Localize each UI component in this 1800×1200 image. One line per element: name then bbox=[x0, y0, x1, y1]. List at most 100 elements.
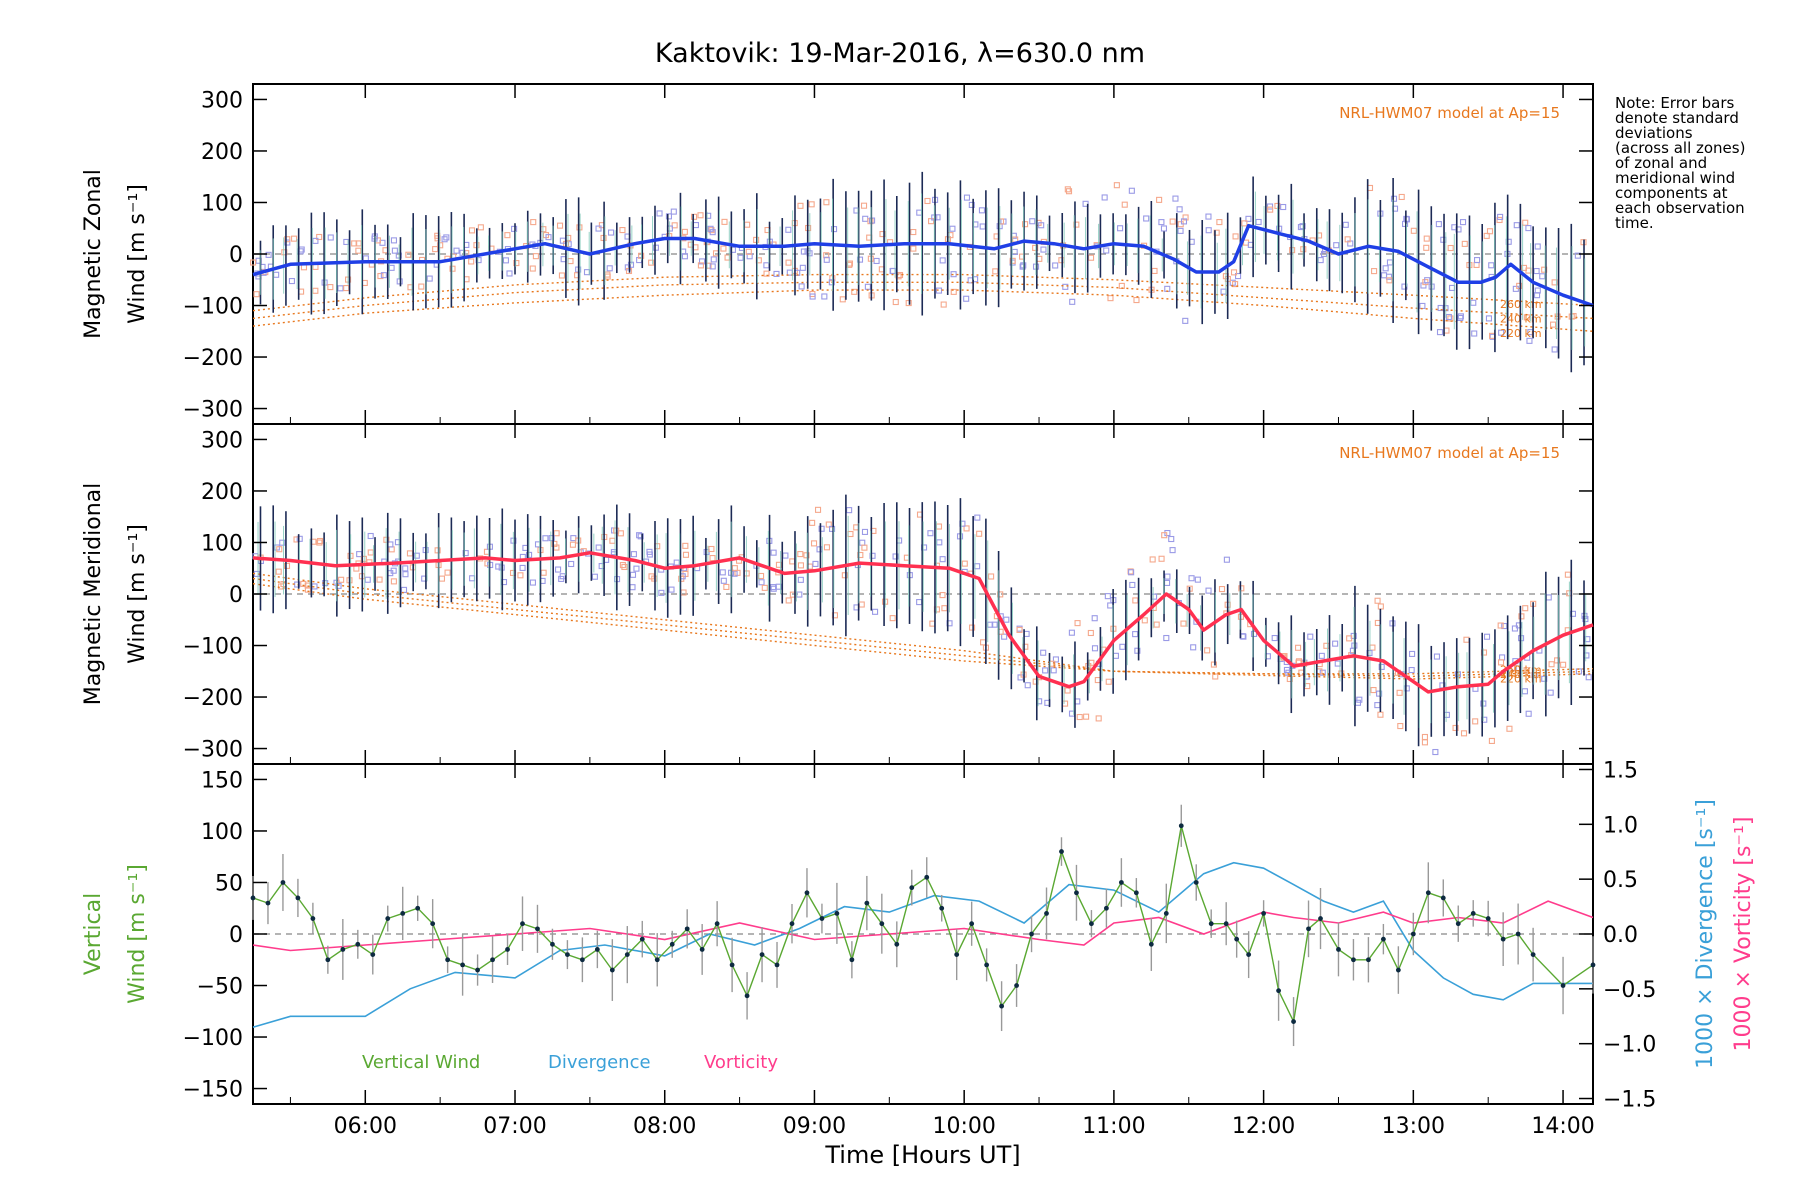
wind-sample-marker bbox=[1245, 215, 1252, 222]
wind-sample-marker bbox=[1396, 689, 1403, 696]
vertical-wind-point bbox=[1500, 936, 1506, 942]
wind-sample-marker bbox=[1205, 213, 1212, 220]
wind-sample-marker bbox=[763, 262, 770, 269]
meridional-ylabel: Magnetic Meridional Wind [m s⁻¹] bbox=[81, 483, 150, 705]
wind-sample-marker bbox=[1516, 282, 1523, 289]
vertical-wind-point bbox=[325, 957, 331, 963]
wind-sample-marker bbox=[1050, 667, 1057, 674]
wind-sample-marker bbox=[916, 599, 923, 606]
wind-sample-marker bbox=[1065, 188, 1073, 195]
wind-sample-marker bbox=[441, 236, 448, 243]
vorticity-line bbox=[252, 900, 1594, 952]
wind-sample-marker bbox=[1483, 633, 1491, 640]
vorticity-ylabel-text: 1000 × Vorticity [s⁻¹] bbox=[1731, 817, 1756, 1052]
wind-sample-marker bbox=[1541, 266, 1548, 273]
wind-sample-marker bbox=[607, 229, 615, 236]
wind-sample-marker bbox=[803, 552, 810, 559]
wind-sample-marker bbox=[670, 208, 677, 215]
wind-sample-marker bbox=[1398, 193, 1405, 201]
x-tick-label: 07:00 bbox=[483, 1114, 546, 1139]
vertical-wind-point bbox=[1395, 967, 1401, 973]
wind-sample-marker bbox=[377, 272, 384, 280]
wind-sample-marker bbox=[737, 254, 744, 261]
vertical-wind-point bbox=[1366, 957, 1371, 963]
wind-sample-marker bbox=[1403, 216, 1411, 223]
vertical-wind-point bbox=[699, 947, 705, 952]
wind-sample-marker bbox=[390, 567, 397, 574]
wind-sample-marker bbox=[1022, 221, 1029, 228]
wind-sample-marker bbox=[418, 283, 425, 290]
vertical-wind-point bbox=[1276, 988, 1281, 994]
wind-sample-marker bbox=[629, 571, 637, 578]
wind-sample-marker bbox=[402, 571, 409, 578]
wind-sample-marker bbox=[1255, 218, 1262, 226]
wind-sample-marker bbox=[1403, 685, 1410, 692]
wind-sample-marker bbox=[1522, 219, 1529, 226]
wind-sample-marker bbox=[1554, 313, 1561, 320]
wind-sample-marker bbox=[1088, 254, 1095, 261]
wind-sample-marker bbox=[927, 530, 934, 537]
wind-sample-marker bbox=[316, 537, 324, 545]
vertical-wind-point bbox=[894, 941, 900, 947]
wind-sample-marker bbox=[773, 270, 780, 277]
wind-sample-marker bbox=[799, 264, 806, 271]
x-tick-label: 14:00 bbox=[1531, 1114, 1594, 1139]
wind-sample-marker bbox=[621, 563, 628, 571]
wind-sample-marker bbox=[1513, 222, 1520, 229]
wind-sample-marker bbox=[1385, 273, 1393, 280]
wind-sample-marker bbox=[1569, 610, 1577, 617]
wind-sample-marker bbox=[545, 234, 552, 241]
wind-sample-marker bbox=[709, 555, 716, 562]
wind-sample-marker bbox=[859, 539, 866, 546]
vertical-wind-point bbox=[1223, 921, 1229, 927]
wind-sample-marker bbox=[709, 229, 716, 236]
vertical-wind-line bbox=[252, 825, 1594, 1024]
wind-sample-marker bbox=[380, 272, 387, 279]
wind-sample-marker bbox=[785, 226, 792, 233]
wind-sample-marker bbox=[1094, 676, 1101, 684]
wind-sample-marker bbox=[724, 254, 731, 261]
wind-sample-marker bbox=[941, 605, 948, 612]
wind-sample-marker bbox=[929, 620, 936, 627]
wind-sample-marker bbox=[1158, 219, 1165, 226]
wind-sample-marker bbox=[656, 210, 663, 217]
wind-sample-marker bbox=[1299, 223, 1306, 230]
vertical-wind-point bbox=[1515, 931, 1521, 937]
wind-sample-marker bbox=[530, 219, 537, 226]
x-tick-label: 12:00 bbox=[1232, 1114, 1295, 1139]
wind-sample-marker bbox=[1064, 186, 1071, 193]
wind-sample-marker bbox=[723, 583, 730, 590]
wind-sample-marker bbox=[558, 575, 565, 582]
wind-sample-marker bbox=[250, 259, 257, 266]
wind-sample-marker bbox=[763, 270, 770, 277]
wind-sample-marker bbox=[548, 535, 555, 542]
wind-sample-marker bbox=[595, 225, 602, 232]
zonal-ylabel: Magnetic Zonal Wind [m s⁻¹] bbox=[81, 169, 150, 339]
wind-sample-marker bbox=[1235, 273, 1242, 280]
wind-sample-marker bbox=[432, 246, 439, 253]
wind-sample-marker bbox=[928, 218, 935, 225]
wind-sample-marker bbox=[1105, 678, 1112, 685]
wind-sample-marker bbox=[905, 300, 912, 307]
wind-sample-marker bbox=[288, 277, 295, 285]
wind-sample-marker bbox=[997, 591, 1004, 598]
y-right-axis-tick-label: 0.5 bbox=[1603, 868, 1638, 893]
wind-sample-marker bbox=[1082, 200, 1089, 207]
wind-sample-marker bbox=[1534, 292, 1541, 299]
wind-sample-marker bbox=[265, 251, 272, 258]
y-axis-tick-label: −200 bbox=[183, 686, 243, 711]
vertical-ylabel-line1: Vertical bbox=[81, 893, 106, 975]
wind-sample-marker bbox=[253, 291, 260, 298]
wind-sample-marker bbox=[426, 275, 433, 282]
wind-sample-marker bbox=[1129, 581, 1136, 589]
wind-sample-marker bbox=[1161, 532, 1168, 539]
wind-sample-marker bbox=[1119, 643, 1126, 650]
y-axis-tick-label: −300 bbox=[183, 738, 243, 763]
wind-sample-marker bbox=[712, 250, 720, 257]
wind-sample-marker bbox=[809, 519, 816, 526]
wind-sample-marker bbox=[1378, 663, 1385, 670]
vertical-wind-point bbox=[1163, 910, 1169, 916]
wind-sample-marker bbox=[434, 547, 441, 554]
wind-sample-marker bbox=[1001, 633, 1008, 640]
